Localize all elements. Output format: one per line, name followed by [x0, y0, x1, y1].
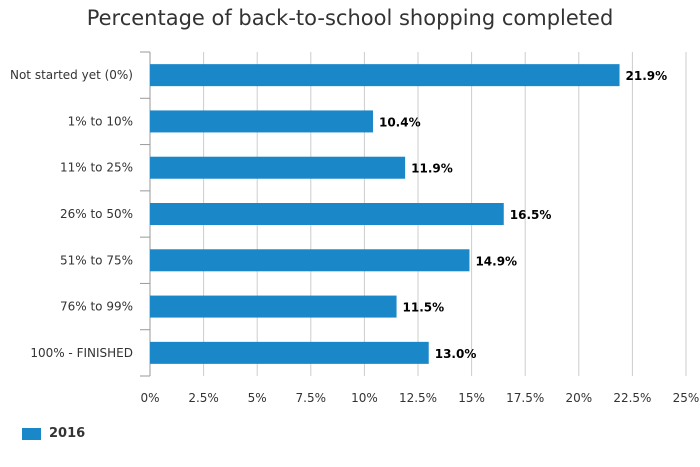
- x-tick-label: 10%: [351, 391, 378, 405]
- data-label: 21.9%: [626, 69, 668, 83]
- data-label: 16.5%: [510, 208, 552, 222]
- data-label: 11.9%: [411, 162, 453, 176]
- bar: [150, 203, 504, 225]
- data-label: 10.4%: [379, 115, 421, 129]
- x-tick-label: 7.5%: [296, 391, 327, 405]
- bar: [150, 64, 620, 87]
- chart-title: Percentage of back-to-school shopping co…: [86, 6, 614, 30]
- category-label: 51% to 75%: [60, 253, 133, 267]
- data-label: 14.9%: [475, 254, 517, 268]
- x-tick-label: 25%: [673, 391, 700, 405]
- bar: [150, 156, 406, 179]
- data-label: 13.0%: [435, 347, 477, 361]
- category-label: 76% to 99%: [60, 300, 133, 314]
- category-label: 26% to 50%: [60, 207, 133, 221]
- x-tick-label: 22.5%: [613, 391, 651, 405]
- bar: [150, 110, 373, 133]
- x-tick-label: 2.5%: [188, 391, 219, 405]
- bar: [150, 249, 470, 272]
- bar: [150, 341, 429, 364]
- category-label: 11% to 25%: [60, 161, 133, 175]
- legend-swatch: [22, 427, 41, 440]
- data-label: 11.5%: [403, 301, 445, 315]
- category-label: 100% - FINISHED: [30, 346, 133, 360]
- x-tick-label: 12.5%: [399, 391, 437, 405]
- legend[interactable]: 2016: [22, 426, 85, 441]
- bar: [150, 295, 397, 318]
- x-tick-label: 17.5%: [506, 391, 544, 405]
- x-tick-label: 15%: [458, 391, 485, 405]
- legend-label: 2016: [49, 426, 86, 441]
- x-tick-label: 0%: [140, 391, 159, 405]
- category-label: 1% to 10%: [68, 114, 133, 128]
- x-tick-label: 20%: [565, 391, 592, 405]
- x-tick-label: 5%: [248, 391, 267, 405]
- category-label: Not started yet (0%): [10, 68, 133, 82]
